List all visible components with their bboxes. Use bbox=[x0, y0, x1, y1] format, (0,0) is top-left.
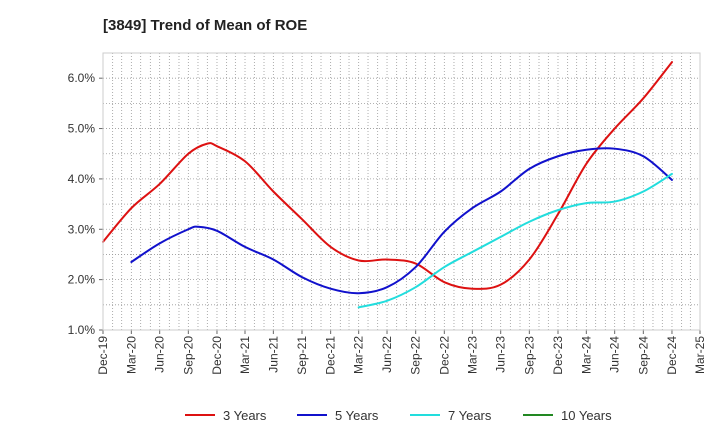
x-tick-label: Mar-24 bbox=[579, 336, 593, 374]
x-tick-label: Dec-20 bbox=[210, 336, 224, 375]
legend-label-10-years: 10 Years bbox=[561, 408, 612, 423]
legend-label-3-years: 3 Years bbox=[223, 408, 267, 423]
plot-border bbox=[102, 52, 701, 331]
chart-title: [3849] Trend of Mean of ROE bbox=[103, 17, 307, 34]
x-tick-label: Dec-19 bbox=[96, 336, 110, 375]
x-tick-label: Mar-20 bbox=[124, 336, 138, 374]
x-tick-label: Jun-22 bbox=[380, 336, 394, 373]
legend-label-5-years: 5 Years bbox=[335, 408, 379, 423]
x-tick-label: Jun-23 bbox=[494, 336, 508, 373]
x-tick-label: Dec-21 bbox=[324, 336, 338, 375]
y-tick-label: 2.0% bbox=[68, 273, 96, 287]
x-tick-label: Sep-21 bbox=[295, 336, 309, 375]
x-tick-label: Jun-21 bbox=[266, 336, 280, 373]
series-line-5-years bbox=[130, 147, 673, 295]
x-tick-label: Mar-25 bbox=[693, 336, 707, 374]
legend: 3 Years 5 Years 7 Years 10 Years bbox=[185, 408, 612, 423]
x-tick-label: Jun-24 bbox=[608, 336, 622, 373]
x-tick-label: Mar-22 bbox=[352, 336, 366, 374]
y-tick-label: 4.0% bbox=[68, 172, 96, 186]
x-tick-label: Sep-22 bbox=[409, 336, 423, 375]
series-lines bbox=[102, 61, 673, 309]
series-line-3-years bbox=[102, 61, 673, 290]
plot-area bbox=[102, 52, 701, 331]
x-tick-label: Dec-23 bbox=[551, 336, 565, 375]
x-axis: Dec-19 Mar-20 Jun-20 Sep-20 Dec-20 Mar-21 Jun-… bbox=[96, 330, 707, 375]
y-tick-label: 3.0% bbox=[68, 222, 96, 236]
y-tick-label: 1.0% bbox=[68, 323, 96, 337]
x-tick-label: Sep-20 bbox=[181, 336, 195, 375]
x-tick-label: Mar-23 bbox=[465, 336, 479, 374]
series-line-7-years bbox=[357, 172, 673, 309]
y-tick-label: 5.0% bbox=[68, 122, 96, 136]
x-tick-label: Dec-22 bbox=[437, 336, 451, 375]
y-tick-label: 6.0% bbox=[68, 71, 96, 85]
legend-label-7-years: 7 Years bbox=[448, 408, 492, 423]
y-axis: 1.0% 2.0% 3.0% 4.0% 5.0% 6.0% bbox=[68, 71, 103, 337]
x-tick-label: Sep-24 bbox=[636, 336, 650, 375]
x-tick-label: Dec-24 bbox=[665, 336, 679, 375]
x-tick-label: Jun-20 bbox=[153, 336, 167, 373]
x-tick-label: Sep-23 bbox=[522, 336, 536, 375]
x-tick-label: Mar-21 bbox=[238, 336, 252, 374]
